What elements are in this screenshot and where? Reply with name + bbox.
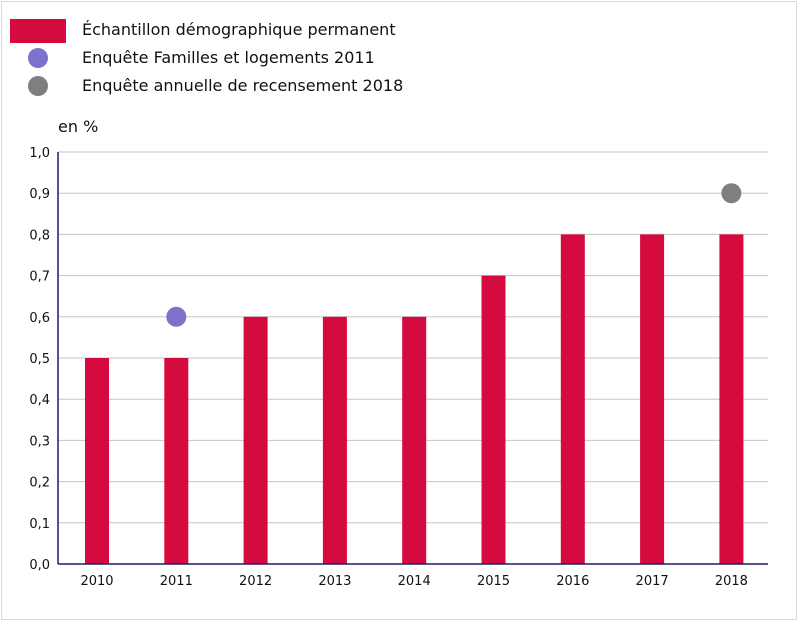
bar-2010	[85, 358, 109, 564]
legend-item-recensement: Enquête annuelle de recensement 2018	[10, 74, 510, 98]
x-tick-label: 2013	[318, 574, 351, 589]
x-tick-label: 2018	[715, 574, 748, 589]
bar-2011	[164, 358, 189, 564]
legend-item-echantillon: Échantillon démographique permanent	[10, 18, 510, 43]
x-tick-label: 2014	[398, 574, 431, 589]
x-tick-label: 2015	[477, 574, 510, 589]
axes	[57, 152, 768, 565]
legend: Échantillon démographique permanent Enqu…	[10, 18, 510, 100]
y-tick-label: 0,0	[29, 558, 50, 573]
legend-label-familles: Enquête Familles et logements 2011	[82, 48, 375, 67]
point-recensement-2018	[721, 183, 742, 204]
survey-points	[166, 183, 742, 327]
y-tick-label: 0,2	[29, 476, 50, 491]
x-tick-label: 2017	[636, 574, 669, 589]
y-axis-unit-label: en %	[58, 117, 99, 136]
legend-swatch-echantillon	[10, 19, 66, 43]
legend-item-familles: Enquête Familles et logements 2011	[10, 46, 510, 70]
y-tick-label: 0,9	[29, 187, 50, 202]
legend-label-recensement: Enquête annuelle de recensement 2018	[82, 76, 404, 95]
legend-swatch-recensement	[28, 76, 48, 96]
bars	[85, 234, 744, 564]
y-tick-label: 0,8	[29, 228, 50, 243]
point-familles-2011	[166, 306, 187, 327]
bar-2014	[402, 316, 427, 564]
bar-2012	[243, 316, 268, 564]
tick-labels: 0,0 0,1 0,2 0,3 0,4 0,5 0,6 0,7 0,8 0,9 1,0 2010 201…	[29, 146, 748, 589]
y-tick-label: 1,0	[29, 146, 50, 161]
y-tick-label: 0,4	[29, 393, 50, 408]
y-tick-label: 0,7	[29, 270, 50, 285]
legend-label-echantillon: Échantillon démographique permanent	[82, 20, 396, 39]
bar-2016	[560, 234, 585, 564]
x-tick-label: 2016	[556, 574, 589, 589]
legend-swatch-familles	[28, 48, 48, 68]
bar-2013	[322, 316, 347, 564]
bar-2015	[481, 275, 506, 564]
y-tick-label: 0,3	[29, 434, 50, 449]
y-tick-label: 0,6	[29, 311, 50, 326]
y-tick-label: 0,1	[29, 517, 50, 532]
y-tick-label: 0,5	[29, 352, 50, 367]
bar-2017	[640, 234, 665, 564]
x-tick-label: 2012	[239, 574, 272, 589]
x-tick-label: 2010	[80, 574, 113, 589]
x-tick-label: 2011	[160, 574, 193, 589]
bar-2018	[719, 234, 744, 564]
